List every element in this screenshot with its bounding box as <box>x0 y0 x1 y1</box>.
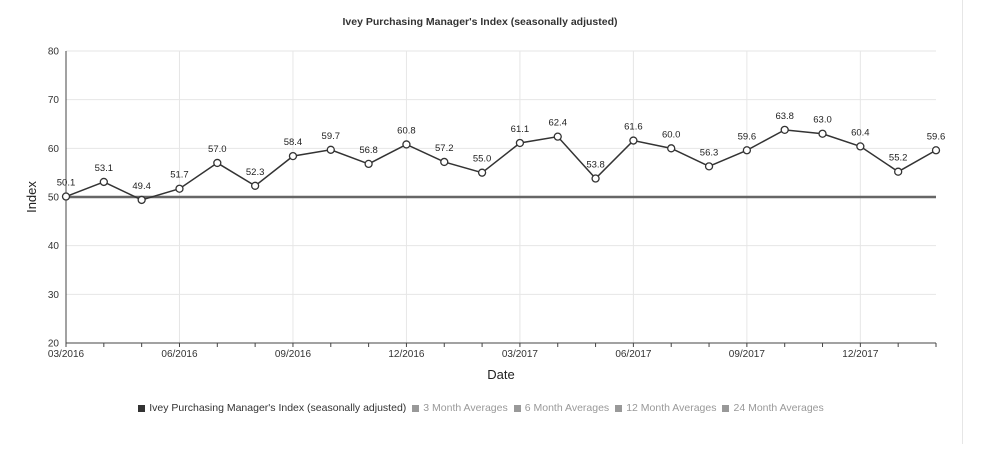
series-line <box>65 129 937 201</box>
data-point <box>137 195 146 205</box>
axes: 20 30 40 50 60 70 80 03/2016 06/2016 09/2016 12/20… <box>48 47 937 360</box>
data-label: 55.2 <box>889 153 908 164</box>
data-point <box>61 192 71 201</box>
data-point <box>213 158 222 168</box>
data-label: 59.7 <box>322 131 341 142</box>
chart-title: Ivey Purchasing Manager's Index (seasona… <box>342 16 617 28</box>
x-tick-label: 09/2016 <box>275 349 312 360</box>
legend: Ivey Purchasing Manager's Index (seasona… <box>0 402 962 415</box>
legend-item[interactable]: 12 Month Averages <box>615 402 716 414</box>
data-point <box>818 129 827 138</box>
x-tick-label: 03/2017 <box>502 349 539 360</box>
legend-item[interactable]: 3 Month Averages <box>412 402 508 414</box>
legend-label: 3 Month Averages <box>423 402 508 414</box>
data-point <box>553 132 562 141</box>
x-tick-label: 03/2016 <box>48 349 85 360</box>
x-tick-label: 12/2017 <box>842 349 879 360</box>
data-point <box>288 151 298 161</box>
legend-item[interactable]: Ivey Purchasing Manager's Index (seasona… <box>138 402 406 414</box>
legend-item[interactable]: 24 Month Averages <box>722 402 824 414</box>
data-label: 56.3 <box>700 147 719 158</box>
legend-swatch <box>513 404 521 412</box>
data-label: 53.8 <box>586 160 605 171</box>
data-label: 56.8 <box>359 145 378 156</box>
data-point <box>440 157 449 167</box>
legend-swatch <box>138 404 146 412</box>
data-point <box>780 125 789 134</box>
y-tick-label: 80 <box>48 47 60 58</box>
x-tick-label: 12/2016 <box>388 349 425 360</box>
data-label: 53.1 <box>95 163 114 174</box>
legend-swatch <box>615 404 623 412</box>
data-point <box>742 146 752 155</box>
data-label: 58.4 <box>284 137 303 148</box>
x-tick-label: 09/2017 <box>729 349 766 360</box>
y-tick-label: 20 <box>48 339 60 350</box>
data-point <box>364 159 373 169</box>
y-tick-label: 30 <box>48 290 60 301</box>
data-label: 62.4 <box>548 118 567 129</box>
series-layer: 50.1 53.1 49.4 51.7 57.0 52.3 58.4 59.7 56.8 60.8… <box>57 111 946 205</box>
data-label: 51.7 <box>170 170 189 181</box>
legend-label: 24 Month Averages <box>733 402 824 414</box>
data-label: 59.6 <box>738 131 757 142</box>
data-point <box>667 144 676 153</box>
legend-swatch <box>722 404 730 412</box>
data-label: 63.8 <box>775 111 794 122</box>
x-axis-title: Date <box>487 367 514 382</box>
data-label: 55.0 <box>473 154 492 165</box>
y-tick-label: 40 <box>48 241 60 252</box>
data-label: 60.8 <box>397 125 416 136</box>
y-axis-title: Index <box>24 181 39 213</box>
legend-swatch <box>412 404 420 412</box>
data-point <box>704 162 714 171</box>
y-tick-label: 60 <box>48 144 60 155</box>
data-label: 60.4 <box>851 127 870 138</box>
data-label: 49.4 <box>132 181 151 192</box>
data-label: 60.0 <box>662 129 681 140</box>
x-tick-label: 06/2016 <box>161 349 198 360</box>
data-point <box>931 146 941 155</box>
data-label: 63.0 <box>813 115 832 126</box>
data-point <box>591 174 600 183</box>
data-point <box>856 142 865 151</box>
data-point <box>515 138 525 148</box>
data-point <box>175 184 184 193</box>
data-point <box>250 181 260 190</box>
data-point <box>477 168 487 177</box>
data-point <box>402 140 411 149</box>
data-point <box>894 167 903 176</box>
data-label: 57.2 <box>435 143 454 154</box>
data-point <box>99 177 108 187</box>
y-tick-label: 70 <box>48 95 60 106</box>
data-label: 59.6 <box>927 131 946 142</box>
data-point <box>326 145 335 154</box>
legend-item[interactable]: 6 Month Averages <box>513 402 610 414</box>
legend-label: 6 Month Averages <box>524 402 610 414</box>
data-label: 61.1 <box>511 124 530 135</box>
data-label: 50.1 <box>57 178 76 189</box>
panel-divider <box>962 0 963 444</box>
legend-label: Ivey Purchasing Manager's Index (seasona… <box>149 402 407 414</box>
x-tick-label: 06/2017 <box>615 349 652 360</box>
y-tick-label: 50 <box>48 193 60 204</box>
data-point <box>629 136 638 145</box>
data-label: 57.0 <box>208 144 227 155</box>
data-label: 52.3 <box>246 167 265 178</box>
legend-label: 12 Month Averages <box>626 402 717 414</box>
data-label: 61.6 <box>624 122 643 133</box>
